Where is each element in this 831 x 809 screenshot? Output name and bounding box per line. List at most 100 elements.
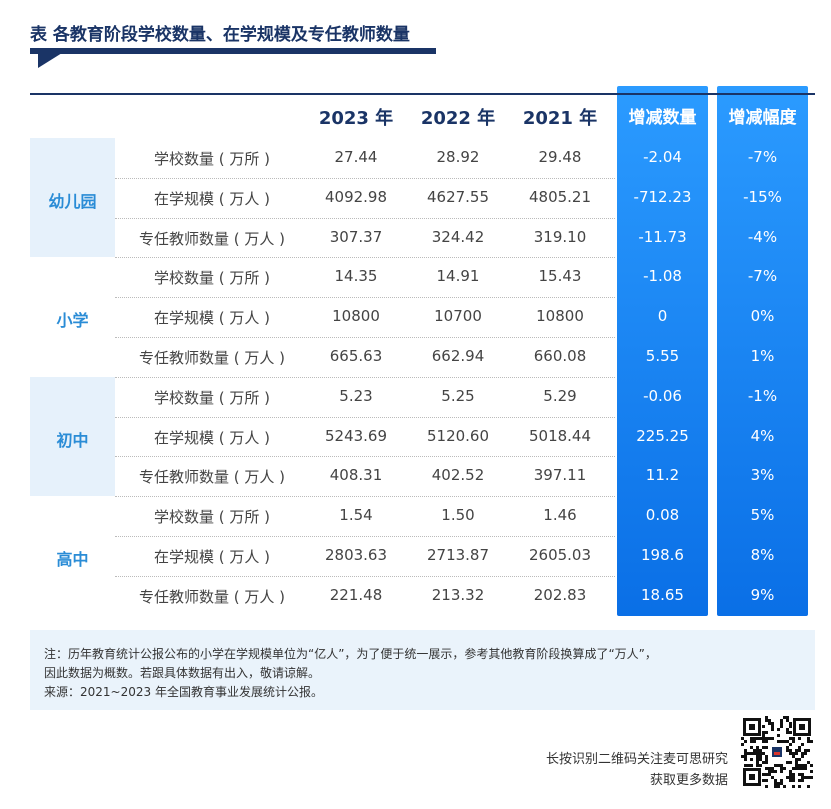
metric-cell: 专任教师数量 ( 万人 ) (138, 587, 285, 606)
highlight-column-change-rate (717, 86, 808, 616)
table-top-rule (30, 93, 815, 95)
row-divider (115, 376, 615, 378)
change-rate-cell: -15% (743, 187, 782, 206)
group-background (30, 138, 115, 258)
value-2022-cell: 402.52 (431, 466, 485, 485)
value-2021-cell: 5018.44 (528, 426, 592, 445)
metric-cell: 学校数量 ( 万所 ) (153, 269, 270, 288)
value-2023-cell: 307.37 (329, 227, 383, 246)
row-divider (115, 217, 615, 219)
title-underline-tail (38, 53, 62, 68)
value-2023-cell: 221.48 (329, 585, 383, 604)
change-count-cell: 225.25 (636, 426, 689, 445)
row-divider (115, 536, 615, 537)
change-rate-cell: 4% (750, 426, 775, 445)
group-label: 小学 (56, 311, 89, 331)
change-count-cell: -11.73 (638, 227, 687, 246)
value-2023-cell: 14.35 (334, 267, 378, 286)
change-count-cell: -2.04 (643, 148, 682, 166)
footer-line-1: 长按识别二维码关注麦可思研究 (545, 752, 728, 767)
row-divider (115, 456, 615, 458)
header-year-2022: 2022 年 (420, 108, 496, 129)
value-2022-cell: 1.50 (441, 506, 475, 525)
note-box (30, 630, 815, 710)
change-count-cell: 11.2 (645, 466, 680, 485)
metric-cell: 学校数量 ( 万所 ) (153, 508, 270, 527)
value-2021-cell: 5.29 (543, 386, 577, 405)
value-2021-cell: 397.11 (533, 466, 587, 485)
value-2021-cell: 4805.21 (528, 187, 592, 206)
group-label: 初中 (56, 430, 89, 450)
title-underline (30, 48, 436, 54)
brand-logo-icon (770, 745, 784, 759)
group-background (30, 496, 115, 616)
group-background (30, 376, 115, 497)
value-2023-cell: 27.44 (334, 148, 378, 166)
change-rate-cell: -1% (747, 386, 778, 405)
value-2022-cell: 4627.55 (426, 187, 490, 206)
row-divider (115, 496, 615, 498)
value-2022-cell: 14.91 (436, 267, 480, 286)
row-divider (115, 575, 615, 577)
value-2023-cell: 4092.98 (324, 187, 388, 206)
change-rate-cell: 9% (750, 585, 775, 604)
header-year-2021: 2021 年 (522, 108, 598, 129)
value-2022-cell: 5.25 (441, 386, 475, 405)
metric-cell: 专任教师数量 ( 万人 ) (138, 229, 285, 248)
value-2022-cell: 2713.87 (426, 546, 490, 564)
value-2023-cell: 10800 (332, 307, 380, 326)
note-line-2: 因此数据为概数。若跟具体数据有出入，敬请谅解。 (44, 666, 321, 680)
group-label: 高中 (56, 549, 89, 569)
value-2022-cell: 213.32 (431, 585, 485, 604)
highlight-column-change-count (617, 86, 708, 616)
change-count-cell: -712.23 (633, 187, 692, 206)
change-count-cell: -1.08 (643, 267, 682, 286)
row-divider (115, 297, 615, 299)
value-2022-cell: 10700 (434, 307, 482, 326)
metric-cell: 在学规模 ( 万人 ) (153, 309, 270, 328)
header-change-rate: 增减幅度 (728, 108, 797, 128)
value-2022-cell: 662.94 (431, 347, 485, 365)
metric-cell: 在学规模 ( 万人 ) (153, 428, 270, 447)
header-year-2023: 2023 年 (318, 108, 394, 129)
change-rate-cell: -7% (747, 148, 778, 166)
value-2023-cell: 5243.69 (324, 426, 388, 445)
metric-cell: 专任教师数量 ( 万人 ) (138, 468, 285, 487)
value-2021-cell: 10800 (536, 307, 584, 326)
metric-cell: 在学规模 ( 万人 ) (153, 548, 270, 566)
metric-cell: 学校数量 ( 万所 ) (153, 388, 270, 407)
value-2023-cell: 2803.63 (324, 546, 388, 564)
value-2023-cell: 1.54 (339, 506, 373, 525)
change-rate-cell: 1% (750, 347, 775, 365)
value-2023-cell: 5.23 (339, 386, 373, 405)
value-2023-cell: 408.31 (329, 466, 383, 485)
change-count-cell: 5.55 (645, 347, 680, 365)
change-count-cell: -0.06 (643, 386, 682, 405)
change-rate-cell: 0% (750, 307, 775, 326)
change-count-cell: 0 (657, 307, 668, 326)
value-2021-cell: 319.10 (533, 227, 587, 246)
change-count-cell: 18.65 (641, 585, 684, 604)
change-rate-cell: 3% (750, 466, 775, 485)
table-title: 表 各教育阶段学校数量、在学规模及专任教师数量 (30, 25, 410, 45)
group-background (30, 257, 115, 377)
note-line-1: 注：历年教育统计公报公布的小学在学规模单位为“亿人”，为了便于统一展示，参考其他… (44, 647, 657, 661)
change-rate-cell: 8% (750, 546, 775, 564)
change-count-cell: 0.08 (645, 506, 680, 525)
qr-code-icon[interactable] (741, 716, 813, 788)
value-2021-cell: 202.83 (533, 585, 587, 604)
value-2021-cell: 29.48 (538, 148, 582, 166)
row-divider (115, 177, 615, 179)
change-count-cell: 198.6 (641, 546, 684, 564)
group-label: 幼儿园 (48, 191, 97, 211)
value-2022-cell: 324.42 (431, 227, 485, 246)
change-rate-cell: 5% (750, 506, 775, 525)
footer-line-2: 获取更多数据 (649, 773, 728, 788)
value-2021-cell: 1.46 (543, 506, 577, 525)
value-2022-cell: 28.92 (436, 148, 480, 166)
change-rate-cell: -7% (747, 267, 778, 286)
metric-cell: 在学规模 ( 万人 ) (153, 189, 270, 208)
note-line-3: 来源：2021~2023 年全国教育事业发展统计公报。 (44, 685, 323, 699)
change-rate-cell: -4% (747, 227, 778, 246)
row-divider (115, 257, 615, 259)
